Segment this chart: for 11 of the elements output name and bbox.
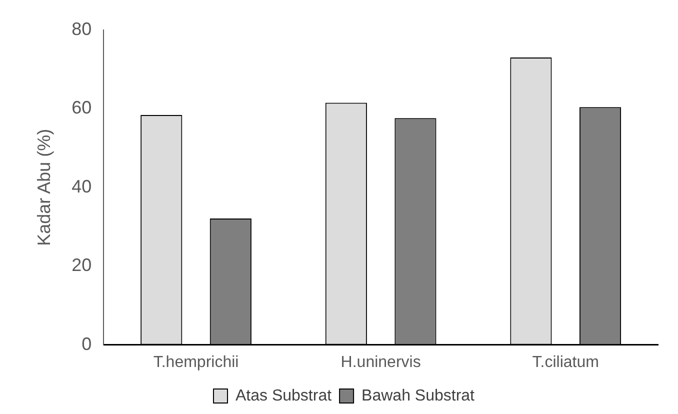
y-axis-title: Kadar Abu (%): [34, 128, 54, 246]
x-tick-label: H.uninervis: [340, 354, 421, 371]
y-tick-label: 60: [72, 98, 92, 118]
x-tick-label: T.ciliatum: [532, 354, 599, 371]
y-tick-label: 40: [72, 176, 92, 196]
legend-label: Atas Substrat: [236, 387, 332, 404]
y-tick-label: 20: [72, 255, 92, 276]
y-tick-label: 80: [72, 18, 92, 39]
x-tick-label: T.hemprichii: [153, 354, 239, 371]
legend-label: Bawah Substrat: [362, 387, 476, 404]
y-tick-label: 0: [82, 334, 92, 354]
